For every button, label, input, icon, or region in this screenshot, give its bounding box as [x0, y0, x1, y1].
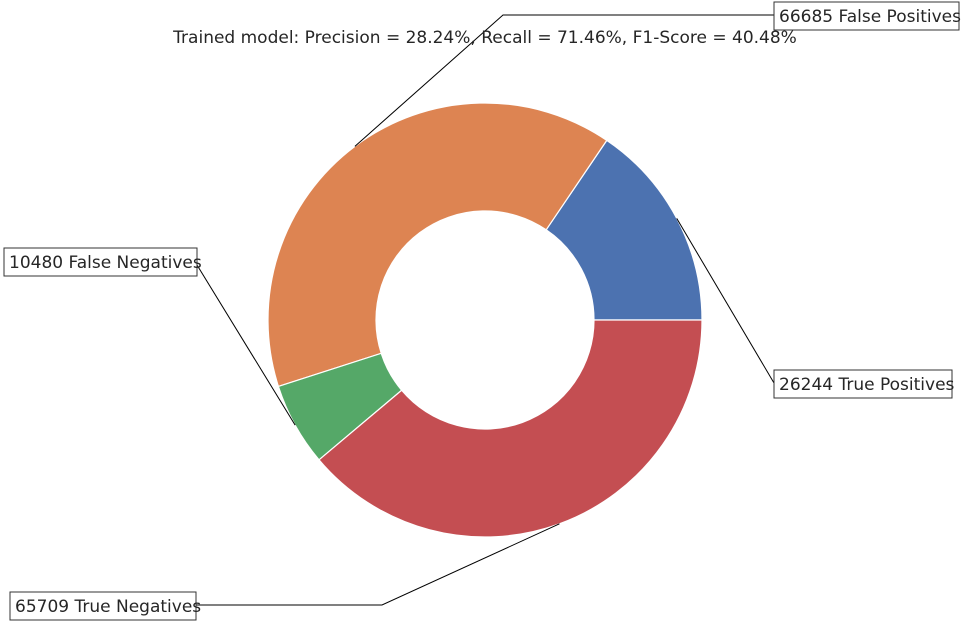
- label-box-false-negatives: [3, 247, 198, 277]
- slice-label-false-negatives: 10480 False Negatives: [9, 253, 202, 273]
- leader-line-false-negatives: [196, 264, 296, 426]
- slice-true-positives: [545, 139, 703, 321]
- slice-label-true-positives: 26244 True Positives: [779, 375, 955, 395]
- slice-labels: 26244 True Positives 66685 False Positive…: [3, 1, 961, 621]
- label-box-true-negatives: [9, 591, 197, 621]
- leader-line-true-positives: [676, 218, 775, 384]
- slice-false-positives: [267, 102, 608, 388]
- chart-title: Trained model: Precision = 28.24%, Recal…: [172, 28, 797, 48]
- label-box-true-positives: [773, 369, 953, 399]
- leader-line-false-positives: [354, 14, 774, 147]
- leader-line-true-negatives: [196, 523, 560, 606]
- slice-label-true-negatives: 65709 True Negatives: [15, 597, 201, 617]
- label-box-false-positives: [773, 1, 960, 31]
- donut-slices: [267, 102, 703, 538]
- slice-label-false-positives: 66685 False Positives: [779, 7, 961, 27]
- slice-true-negatives: [318, 319, 703, 538]
- label-leader-lines: [196, 14, 775, 606]
